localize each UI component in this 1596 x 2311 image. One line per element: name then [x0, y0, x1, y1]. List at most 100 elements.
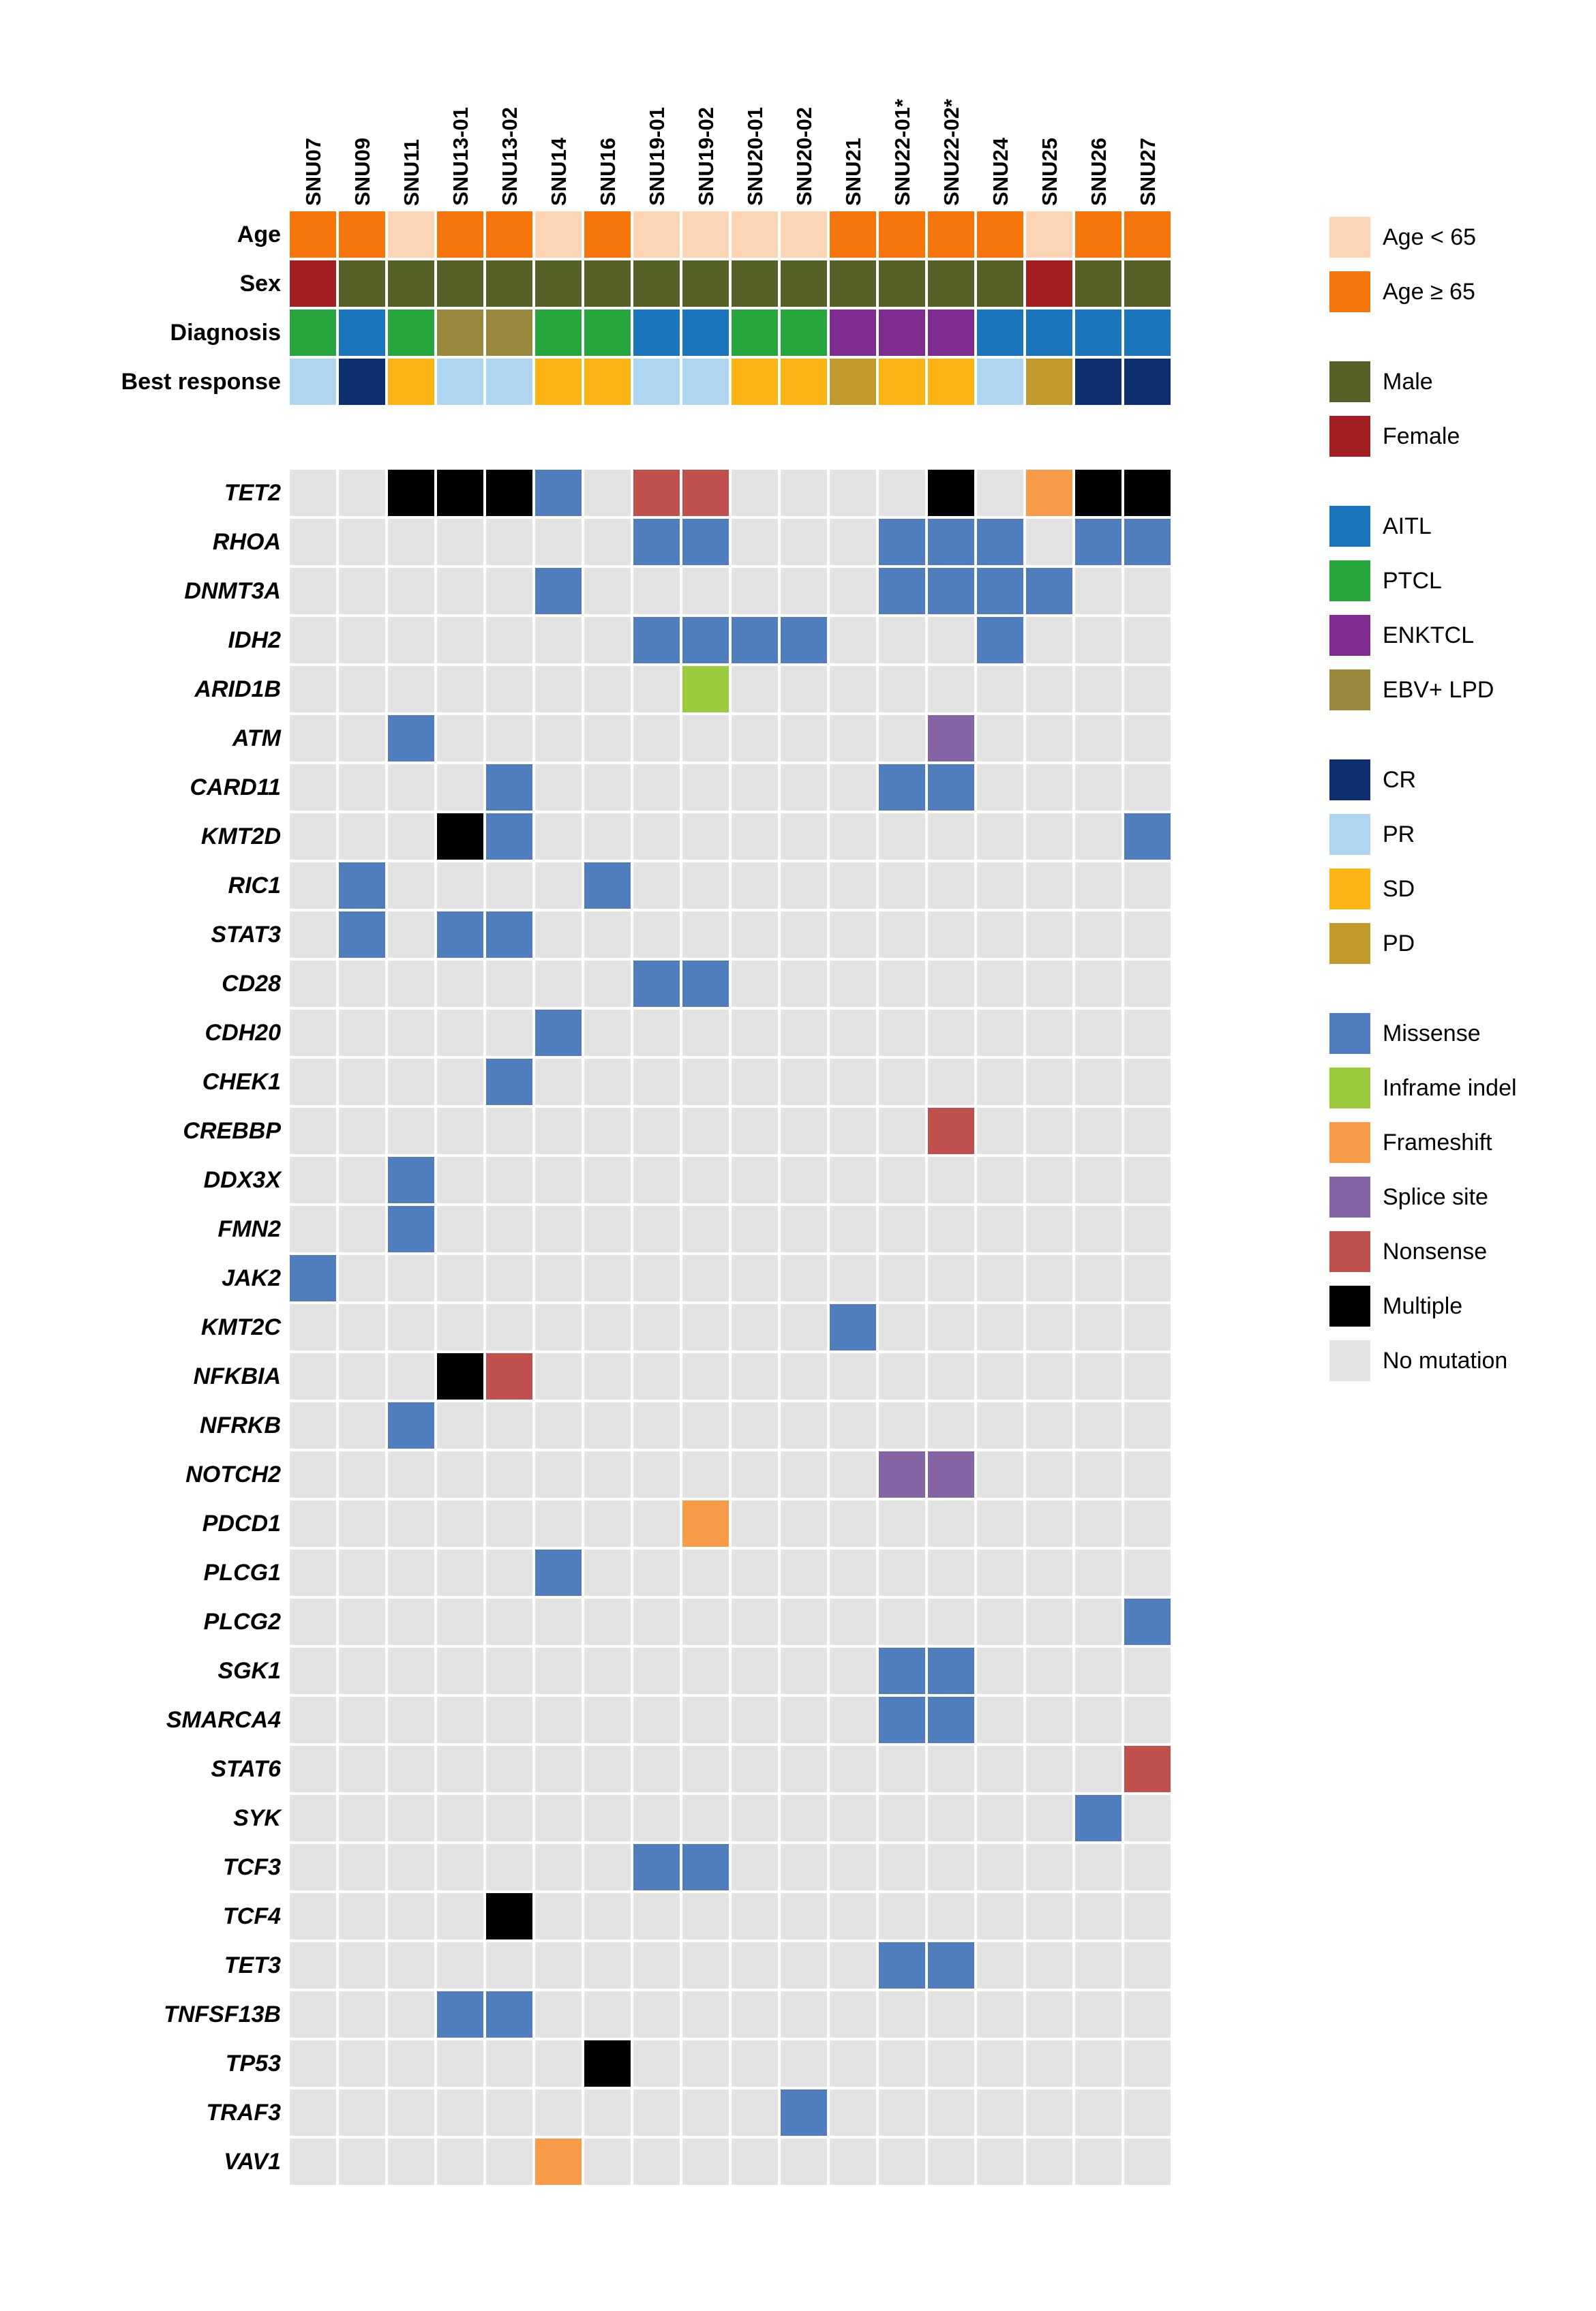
mutation-cell	[633, 1353, 680, 1400]
mutation-cell	[830, 1550, 876, 1596]
mutation-cell	[1075, 666, 1121, 712]
mutation-cell	[633, 1255, 680, 1301]
mutation-cell	[339, 1059, 385, 1105]
mutation-cell	[928, 568, 974, 614]
mutation-cell	[830, 764, 876, 811]
mutation-cell	[830, 2139, 876, 2185]
mutation-cell	[535, 1157, 582, 1203]
mutation-cell	[633, 1304, 680, 1350]
legend-swatch	[1329, 669, 1370, 710]
mutation-cell	[977, 1010, 1023, 1056]
mutation-cell	[535, 1451, 582, 1498]
mutation-cell	[977, 911, 1023, 958]
mutation-cell	[732, 1500, 778, 1547]
mutation-cell	[388, 961, 434, 1007]
clinical-cell	[682, 211, 729, 258]
mutation-cell	[486, 1893, 532, 1939]
mutation-cell	[732, 666, 778, 712]
mutation-cell	[1124, 1991, 1171, 2038]
mutation-cell	[781, 1010, 827, 1056]
sample-label: SNU27	[1135, 138, 1160, 206]
mutation-cell	[682, 764, 729, 811]
mutation-cell	[290, 911, 336, 958]
mutation-cell	[781, 1893, 827, 1939]
mutation-cell	[781, 1844, 827, 1890]
clinical-cell	[732, 260, 778, 307]
mutation-cell	[633, 1451, 680, 1498]
mutation-cell	[781, 862, 827, 909]
mutation-cell	[535, 1795, 582, 1841]
mutation-cell	[1026, 1402, 1072, 1449]
mutation-cell	[584, 1893, 631, 1939]
mutation-cell	[535, 1893, 582, 1939]
mutation-cell	[732, 1599, 778, 1645]
mutation-cell	[584, 1402, 631, 1449]
gene-label: CARD11	[190, 774, 281, 800]
mutation-cell	[535, 1844, 582, 1890]
mutation-cell	[977, 1746, 1023, 1792]
legend-swatch	[1329, 1013, 1370, 1054]
mutation-cell	[977, 666, 1023, 712]
mutation-cell	[830, 1893, 876, 1939]
gene-label: CD28	[222, 970, 281, 997]
mutation-cell	[928, 1599, 974, 1645]
gene-row-labels: TET2 RHOA DNMT3A IDH2 ARID1B ATM CARD11 KMT2D RI…	[0, 470, 281, 2188]
legend-swatch	[1329, 1286, 1370, 1327]
mutation-cell	[879, 1599, 925, 1645]
mutation-cell	[1026, 568, 1072, 614]
mutation-cell	[437, 1599, 483, 1645]
clinical-cell	[1026, 309, 1072, 356]
mutation-cell	[1075, 1942, 1121, 1989]
mutation-cell	[437, 1991, 483, 2038]
mutation-cell	[535, 1648, 582, 1694]
mutation-cell	[1124, 1844, 1171, 1890]
mutation-cell	[928, 2089, 974, 2136]
mutation-cell	[682, 1991, 729, 2038]
mutation-cell	[682, 1402, 729, 1449]
mutation-cell	[290, 2040, 336, 2087]
mutation-cell	[633, 1648, 680, 1694]
clinical-cell	[535, 309, 582, 356]
mutation-cell	[633, 1500, 680, 1547]
mutation-cell	[732, 2139, 778, 2185]
mutation-cell	[290, 1844, 336, 1890]
gene-label: FMN2	[217, 1215, 281, 1242]
legend-group-best-response: CR PR SD PD	[1329, 759, 1517, 964]
mutation-cell	[486, 519, 532, 565]
mutation-cell	[339, 1697, 385, 1743]
mutation-cell	[781, 1697, 827, 1743]
mutation-cell	[928, 1648, 974, 1694]
mutation-cell	[437, 1108, 483, 1154]
clinical-cell	[1075, 359, 1121, 405]
gene-label: NFRKB	[200, 1412, 281, 1438]
mutation-cell	[928, 1059, 974, 1105]
sample-label: SNU16	[595, 138, 620, 206]
mutation-cell	[584, 470, 631, 516]
mutation-cell	[535, 1255, 582, 1301]
mutation-cell	[290, 1795, 336, 1841]
mutation-cell	[830, 617, 876, 663]
clinical-cell	[781, 359, 827, 405]
mutation-cell	[486, 1942, 532, 1989]
gene-label: RHOA	[212, 528, 281, 555]
mutation-cell	[437, 1402, 483, 1449]
mutation-cell	[830, 1795, 876, 1841]
mutation-cell	[486, 715, 532, 761]
mutation-cell	[633, 715, 680, 761]
clinical-cell	[1026, 260, 1072, 307]
clinical-cell	[1075, 211, 1121, 258]
mutation-cell	[928, 1942, 974, 1989]
mutation-cell	[437, 2139, 483, 2185]
mutation-cell	[1124, 1304, 1171, 1350]
gene-label: NOTCH2	[185, 1461, 281, 1487]
clinical-cell	[928, 260, 974, 307]
clinical-cell	[584, 309, 631, 356]
mutation-cell	[781, 1500, 827, 1547]
mutation-cell	[830, 1157, 876, 1203]
mutation-cell	[437, 1500, 483, 1547]
mutation-cell	[879, 617, 925, 663]
sample-label-slot: SNU21	[830, 12, 876, 206]
mutation-cell	[682, 1353, 729, 1400]
mutation-cell	[535, 1550, 582, 1596]
mutation-cell	[879, 1991, 925, 2038]
